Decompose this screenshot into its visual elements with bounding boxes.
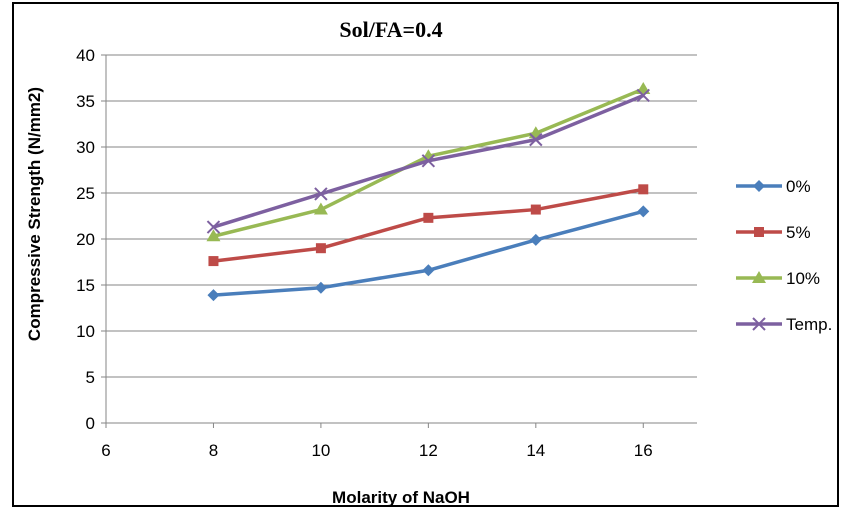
y-tick-label: 30 [76,138,95,157]
plot-area [206,82,651,302]
marker-stroke [636,88,650,103]
tick-labels: 0 5 10 15 20 25 30 35 40 6 8 10 12 14 16 [76,46,653,460]
x-tick-label: 16 [634,441,653,460]
data-point-marker [207,289,220,302]
series-3 [206,88,650,234]
data-point-marker [752,271,766,283]
data-point-marker [206,220,221,234]
marker-stroke [752,317,766,331]
legend-label: 0% [786,177,811,196]
legend: 0% 5% 10% Temp. [736,177,832,334]
axes [101,54,697,428]
legend-item: 0% [736,177,811,196]
data-point-marker [636,88,650,103]
data-point-marker [530,204,541,215]
data-point-marker [314,187,328,201]
data-point-marker [422,264,435,277]
marker-stroke [421,154,436,168]
y-axis-title: Compressive Strength (N/mm2) [25,87,44,341]
data-point-marker [753,180,765,192]
y-tick-label: 40 [76,46,95,65]
marker-stroke [206,220,221,234]
grid-lines [106,54,697,378]
data-point-marker [423,212,434,223]
data-point-marker [529,233,542,246]
data-point-marker [752,317,766,331]
series-1 [208,184,649,267]
data-point-marker [638,184,649,195]
x-tick-label: 8 [209,441,218,460]
legend-label: 10% [786,269,820,288]
marker-stroke [529,132,543,147]
series-line [213,187,644,263]
data-point-marker [208,256,219,267]
chart-title: Sol/FA=0.4 [339,17,442,42]
series-0 [207,205,650,302]
data-point-marker [206,229,221,242]
legend-item: Temp. [736,315,832,334]
x-tick-label: 6 [101,441,110,460]
y-tick-label: 5 [86,368,95,387]
x-tick-label: 10 [311,441,330,460]
x-axis-title: Molarity of NaOH [332,488,470,507]
data-point-marker [754,227,764,237]
x-tick-label: 12 [419,441,438,460]
legend-item: 10% [736,269,820,288]
data-point-marker [421,154,436,168]
y-tick-label: 25 [76,184,95,203]
y-tick-label: 10 [76,322,95,341]
y-tick-label: 15 [76,276,95,295]
legend-label: Temp. [786,315,832,334]
y-tick-label: 0 [86,414,95,433]
y-tick-label: 20 [76,230,95,249]
data-point-marker [313,202,328,215]
data-point-marker [529,132,543,147]
legend-label: 5% [786,223,811,242]
x-tick-label: 14 [526,441,545,460]
data-point-marker [315,243,326,254]
data-point-marker [314,281,327,294]
legend-item: 5% [736,223,811,242]
data-point-marker [636,82,651,95]
data-point-marker [637,205,650,218]
marker-stroke [314,187,328,201]
y-tick-label: 35 [76,92,95,111]
